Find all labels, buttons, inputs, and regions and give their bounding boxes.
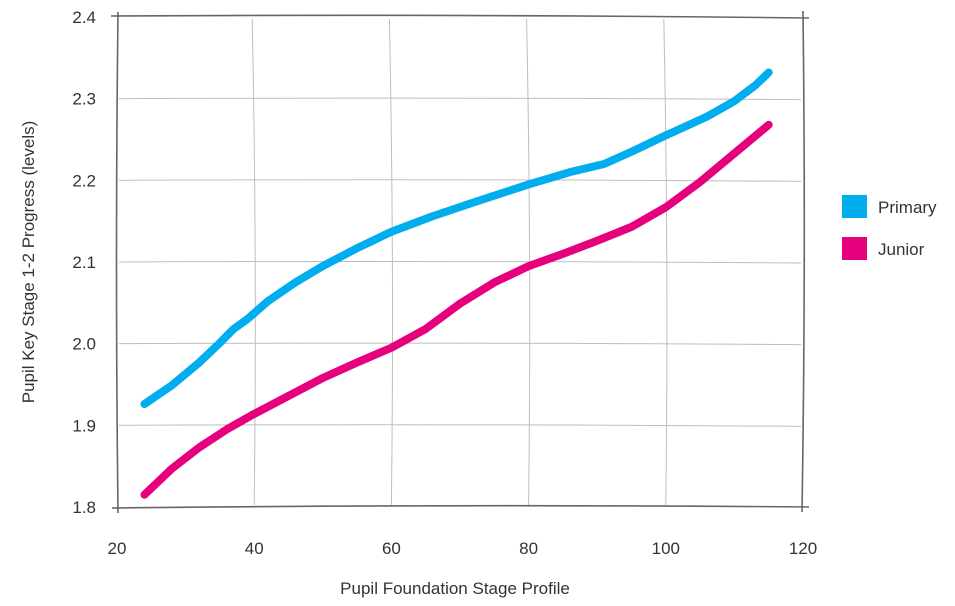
- x-tick-label: 80: [519, 539, 538, 558]
- frame-right: [801, 10, 806, 513]
- legend-label-junior: Junior: [878, 240, 925, 259]
- series-line-junior: [140, 120, 773, 499]
- grid-line-horizontal: [118, 97, 802, 101]
- series-lines: [140, 68, 773, 499]
- y-tick-label: 2.2: [72, 171, 96, 190]
- frame-top: [110, 14, 810, 19]
- y-axis-ticks: 1.8 1.9 2.0 2.1 2.2 2.3 2.4: [72, 8, 96, 517]
- y-axis-title: Pupil Key Stage 1-2 Progress (levels): [19, 121, 38, 404]
- x-axis-title: Pupil Foundation Stage Profile: [340, 579, 570, 598]
- y-tick-label: 2.1: [72, 253, 96, 272]
- y-tick-label: 2.3: [72, 90, 96, 109]
- grid-line-horizontal: [118, 424, 802, 427]
- x-tick-label: 20: [108, 539, 127, 558]
- y-tick-label: 2.0: [72, 335, 96, 354]
- x-tick-label: 100: [652, 539, 680, 558]
- x-tick-label: 120: [789, 539, 817, 558]
- legend-swatch-junior: [842, 237, 867, 260]
- series-line-primary: [140, 68, 773, 409]
- plot-frame: [110, 10, 810, 514]
- x-tick-label: 60: [382, 539, 401, 558]
- legend-label-primary: Primary: [878, 198, 937, 217]
- frame-left: [115, 11, 119, 514]
- grid-line-vertical: [388, 18, 394, 506]
- x-axis-ticks: 20 40 60 80 100 120: [108, 539, 818, 558]
- y-tick-label: 1.9: [72, 416, 96, 435]
- y-tick-label: 1.8: [72, 498, 96, 517]
- legend: Primary Junior: [842, 195, 937, 260]
- frame-bottom: [111, 504, 810, 509]
- y-tick-label: 2.4: [72, 8, 96, 27]
- grid-line-horizontal: [118, 260, 802, 264]
- legend-swatch-primary: [842, 195, 867, 218]
- x-tick-label: 40: [245, 539, 264, 558]
